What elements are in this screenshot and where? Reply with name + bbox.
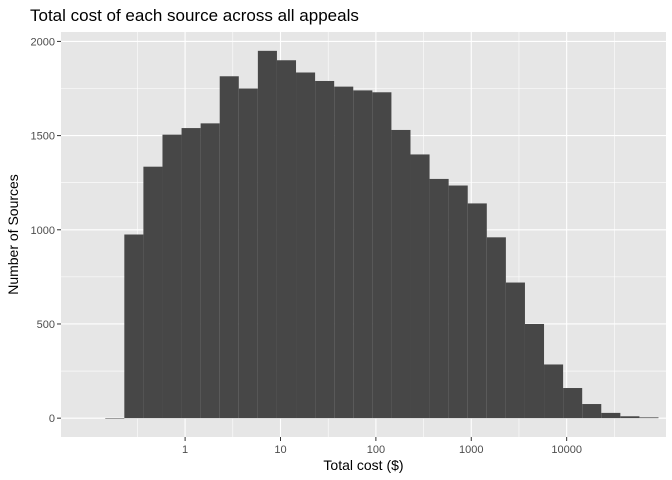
histogram-bar xyxy=(391,129,411,419)
histogram-bar xyxy=(524,323,545,419)
y-tick-label: 1500 xyxy=(31,131,55,143)
histogram-bar xyxy=(315,80,335,419)
histogram-bar xyxy=(181,128,201,419)
y-tick-label: 2000 xyxy=(31,36,55,48)
y-axis-title: Number of Sources xyxy=(5,174,21,295)
y-tick-label: 500 xyxy=(37,319,55,331)
histogram-bar xyxy=(582,404,602,419)
chart-title: Total cost of each source across all app… xyxy=(30,6,359,25)
histogram-bar xyxy=(276,60,297,419)
histogram-bar xyxy=(219,76,239,419)
histogram-bar xyxy=(467,203,487,419)
histogram-bar xyxy=(162,134,182,419)
histogram-bar xyxy=(486,237,506,419)
x-tick-label: 10 xyxy=(274,444,286,456)
histogram-bar xyxy=(429,178,449,419)
x-tick-label: 1000 xyxy=(459,444,483,456)
histogram-bar xyxy=(601,412,621,419)
x-tick-label: 10000 xyxy=(551,444,582,456)
histogram-bar xyxy=(296,72,316,419)
x-tick-label: 1 xyxy=(182,444,188,456)
histogram-bar xyxy=(410,154,430,419)
histogram-bar xyxy=(200,123,220,419)
y-tick-label: 1000 xyxy=(31,225,55,237)
histogram-bars xyxy=(105,50,659,419)
histogram-bar xyxy=(639,417,659,419)
histogram-bar xyxy=(143,166,163,419)
histogram-bar xyxy=(372,92,392,419)
histogram-bar xyxy=(353,90,373,419)
histogram-bar xyxy=(448,185,468,419)
y-tick-label: 0 xyxy=(49,413,55,425)
histogram-bar xyxy=(105,418,125,419)
histogram-bar xyxy=(334,86,354,419)
histogram-bar xyxy=(544,364,564,419)
histogram-bar xyxy=(124,234,144,419)
y-axis: 0 500 1000 1500 2000 xyxy=(31,36,61,425)
histogram-bar xyxy=(563,388,583,419)
x-axis: 1 10 100 1000 10000 xyxy=(182,437,582,456)
histogram-bar xyxy=(238,88,258,419)
histogram-bar xyxy=(620,416,640,419)
histogram-bar xyxy=(505,282,525,419)
histogram-bar xyxy=(257,50,277,419)
x-axis-title: Total cost ($) xyxy=(323,457,403,473)
x-tick-label: 100 xyxy=(367,444,385,456)
